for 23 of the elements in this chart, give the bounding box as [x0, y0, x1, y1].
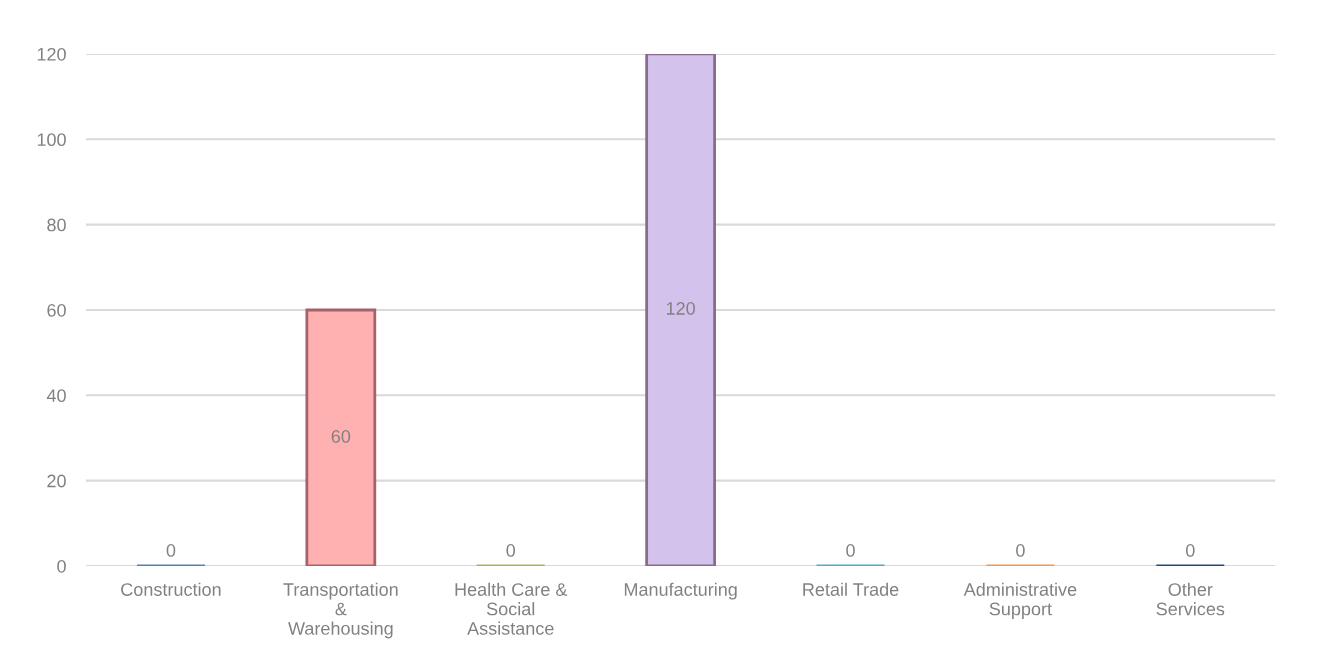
x-tick-label: Manufacturing	[624, 582, 737, 600]
x-tick-label: Construction	[121, 582, 221, 596]
y-tick-label: 0	[57, 559, 66, 573]
y-tick-label: 60	[47, 303, 66, 317]
bar	[305, 308, 377, 566]
data-label: 0	[166, 544, 176, 557]
data-label: 0	[1016, 544, 1025, 557]
data-label: 120	[666, 302, 695, 315]
x-tick-label: Administrative Support	[963, 582, 1077, 619]
x-tick-label: Other Services	[1156, 582, 1225, 616]
y-tick-label: 100	[37, 133, 66, 147]
y-tick-label: 20	[47, 474, 66, 488]
data-label: 0	[846, 544, 855, 557]
data-label: 0	[506, 544, 516, 557]
x-tick-label: Retail Trade	[803, 582, 899, 596]
y-tick-label: 80	[47, 218, 66, 232]
y-tick-label: 40	[46, 389, 66, 403]
bar	[645, 53, 716, 566]
y-tick-label: 120	[37, 47, 66, 61]
data-label: 60	[331, 430, 351, 443]
x-tick-label: Health Care & Social Assistance	[455, 582, 568, 635]
x-tick-label: Transportation & Warehousing	[283, 582, 398, 639]
data-label: 0	[1185, 544, 1195, 557]
